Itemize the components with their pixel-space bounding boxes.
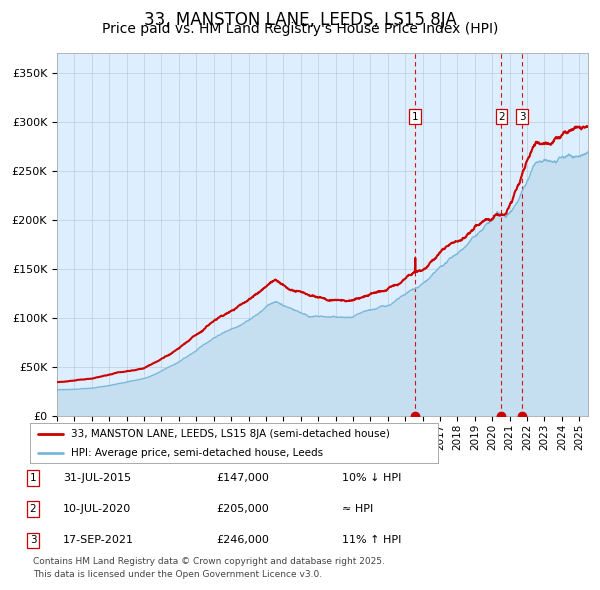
Text: 2: 2 (29, 504, 37, 514)
Text: 1: 1 (29, 473, 37, 483)
Text: 2: 2 (498, 112, 505, 122)
Text: 3: 3 (519, 112, 526, 122)
Text: ≈ HPI: ≈ HPI (342, 504, 373, 514)
Text: 33, MANSTON LANE, LEEDS, LS15 8JA (semi-detached house): 33, MANSTON LANE, LEEDS, LS15 8JA (semi-… (71, 430, 389, 440)
Text: 3: 3 (29, 536, 37, 545)
Text: 10% ↓ HPI: 10% ↓ HPI (342, 473, 401, 483)
Text: 33, MANSTON LANE, LEEDS, LS15 8JA: 33, MANSTON LANE, LEEDS, LS15 8JA (143, 11, 457, 29)
Text: £246,000: £246,000 (216, 536, 269, 545)
Text: Price paid vs. HM Land Registry's House Price Index (HPI): Price paid vs. HM Land Registry's House … (102, 22, 498, 36)
Text: Contains HM Land Registry data © Crown copyright and database right 2025.: Contains HM Land Registry data © Crown c… (33, 558, 385, 566)
Text: 17-SEP-2021: 17-SEP-2021 (63, 536, 134, 545)
Text: This data is licensed under the Open Government Licence v3.0.: This data is licensed under the Open Gov… (33, 571, 322, 579)
Text: 10-JUL-2020: 10-JUL-2020 (63, 504, 131, 514)
Text: £147,000: £147,000 (216, 473, 269, 483)
Text: 1: 1 (412, 112, 419, 122)
Text: 11% ↑ HPI: 11% ↑ HPI (342, 536, 401, 545)
Text: £205,000: £205,000 (216, 504, 269, 514)
Text: 31-JUL-2015: 31-JUL-2015 (63, 473, 131, 483)
Text: HPI: Average price, semi-detached house, Leeds: HPI: Average price, semi-detached house,… (71, 448, 323, 458)
